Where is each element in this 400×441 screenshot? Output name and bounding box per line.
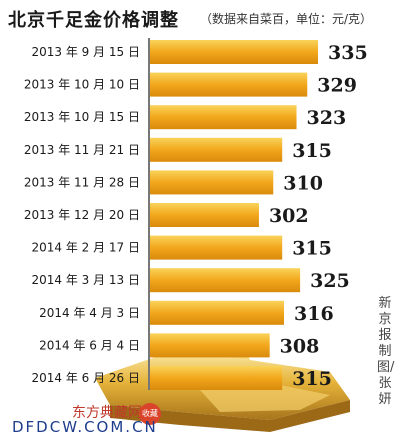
bar (148, 105, 297, 130)
bar (148, 203, 259, 227)
category-label: 2014 年 6 月 4 日 (39, 338, 140, 352)
value-label: 335 (328, 42, 368, 64)
bar (148, 333, 270, 358)
bar (148, 235, 283, 260)
value-label: 316 (294, 303, 334, 325)
watermark-seal: 收藏 (139, 403, 161, 425)
bar (148, 40, 318, 64)
value-label: 308 (280, 335, 320, 357)
value-labels: 335 329 323 315 310 302 315 325 316 308 315 (269, 42, 368, 390)
bar (148, 137, 283, 162)
bar (148, 170, 274, 195)
value-label: 302 (269, 205, 309, 227)
category-labels: 2013 年 9 月 15 日 2013 年 10 月 10 日 2013 年 10… (24, 45, 140, 385)
watermark-url: DFDCW.COM.CN (12, 418, 158, 436)
category-label: 2013 年 11 月 21 日 (24, 143, 140, 157)
value-label: 315 (292, 140, 332, 162)
value-label: 315 (292, 368, 332, 390)
bar (148, 366, 283, 390)
category-label: 2014 年 3 月 13 日 (31, 273, 140, 287)
bars-layer (148, 40, 318, 390)
value-label: 315 (292, 238, 332, 260)
watermark-site: 东方典藏网 (72, 405, 142, 421)
bar (148, 72, 308, 97)
category-label: 2014 年 6 月 26 日 (31, 371, 140, 385)
value-label: 323 (307, 107, 347, 129)
category-label: 2013 年 11 月 28 日 (24, 175, 140, 189)
category-label: 2014 年 2 月 17 日 (31, 241, 140, 255)
value-label: 310 (283, 172, 323, 194)
category-label: 2013 年 10 月 15 日 (24, 110, 140, 124)
value-label: 329 (317, 75, 357, 97)
category-label: 2014 年 4 月 3 日 (39, 306, 140, 320)
category-label: 2013 年 12 月 20 日 (24, 208, 140, 222)
credit-text: 新京报制图/张妍 (377, 296, 395, 407)
value-axis-line (148, 38, 150, 390)
chart-title: 北京千足金价格调整 (8, 10, 179, 31)
bar (148, 300, 284, 325)
bar (148, 268, 301, 293)
value-label: 325 (310, 270, 350, 292)
category-label: 2013 年 10 月 10 日 (24, 78, 140, 92)
chart-subtitle: （数据来自菜百，单位：元/克） (200, 12, 373, 26)
category-label: 2013 年 9 月 15 日 (31, 45, 140, 59)
